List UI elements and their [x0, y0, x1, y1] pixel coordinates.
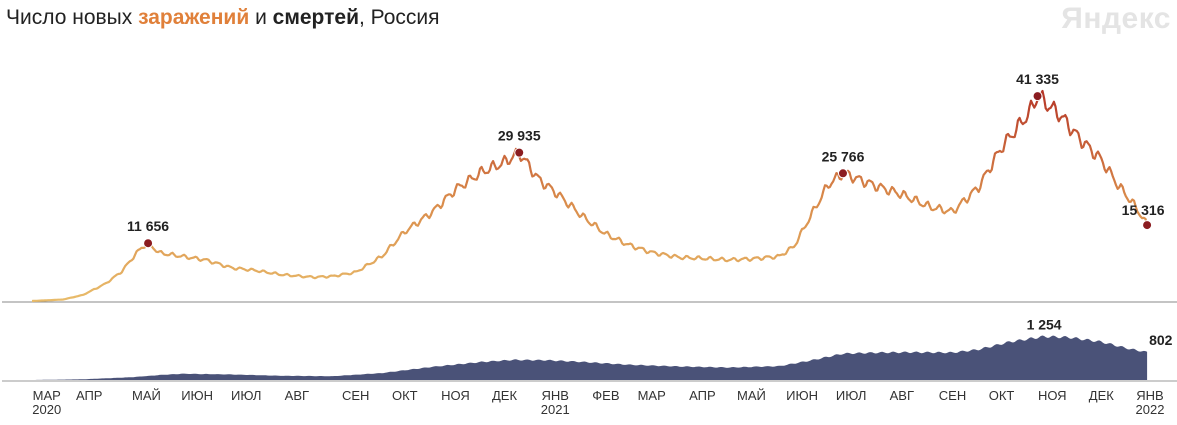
deaths-area — [32, 335, 1148, 380]
x-tick-label: СЕН — [939, 388, 966, 403]
x-tick-label: АПР — [76, 388, 103, 403]
title-text-2: и — [249, 6, 273, 29]
x-tick-label: МАЙ — [132, 388, 161, 403]
peak-label: 25 766 — [822, 148, 865, 164]
brand-logo: Яндекс — [1061, 2, 1171, 35]
x-tick-year: 2022 — [1136, 402, 1165, 417]
peak-marker — [837, 168, 848, 179]
title-infections: заражений — [138, 6, 250, 29]
title-text-1: Число новых — [6, 6, 139, 29]
title-text-3: , Россия — [358, 6, 440, 29]
peak-label: 29 935 — [498, 128, 541, 144]
peak-marker — [1142, 220, 1153, 231]
title-deaths: смертей — [272, 6, 359, 29]
x-tick-label: НОЯ — [1038, 388, 1067, 403]
x-tick-year: 2021 — [541, 402, 570, 417]
peak-marker — [1032, 91, 1043, 102]
x-tick-year: 2020 — [32, 402, 61, 417]
x-tick-label: МАЙ — [737, 388, 766, 403]
deaths-label: 1 254 — [1027, 317, 1062, 333]
x-tick-label: ИЮЛ — [231, 388, 261, 403]
infections-line — [31, 89, 1149, 303]
x-tick-label: ИЮН — [181, 388, 213, 403]
chart-title: Число новых заражений и смертей, Россия — [6, 6, 440, 30]
peak-label: 15 316 — [1122, 202, 1165, 218]
x-tick-label: ЯНВ — [541, 388, 568, 403]
x-tick-label: ЯНВ — [1136, 388, 1163, 403]
x-tick-label: ДЕК — [1089, 388, 1114, 403]
x-tick-label: НОЯ — [441, 388, 470, 403]
x-tick-label: ИЮН — [786, 388, 818, 403]
peak-label: 11 656 — [127, 218, 169, 234]
peak-marker — [143, 238, 154, 249]
x-tick-label: ФЕВ — [592, 388, 619, 403]
x-tick-label: ИЮЛ — [836, 388, 866, 403]
x-tick-label: СЕН — [342, 388, 369, 403]
x-tick-label: АВГ — [890, 388, 914, 403]
peak-marker — [514, 147, 525, 158]
x-tick-label: АВГ — [285, 388, 309, 403]
peak-label: 41 335 — [1016, 71, 1059, 87]
x-tick-label: МАР — [638, 388, 666, 403]
deaths-label: 802 — [1149, 332, 1173, 348]
x-tick-label: МАР — [33, 388, 61, 403]
x-tick-label: ДЕК — [492, 388, 517, 403]
x-tick-label: ОКТ — [392, 388, 418, 403]
x-tick-label: ОКТ — [989, 388, 1015, 403]
x-tick-label: АПР — [689, 388, 716, 403]
